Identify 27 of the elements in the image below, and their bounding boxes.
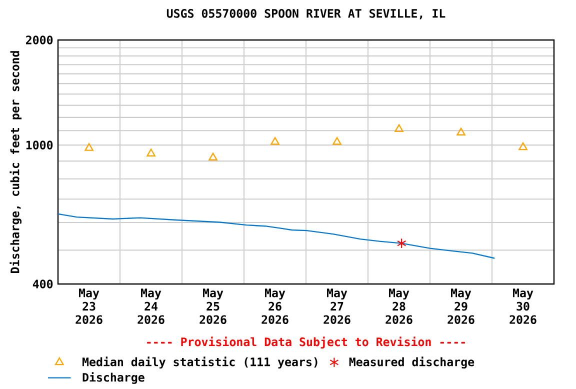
x-tick-label: May 29 2026	[448, 288, 474, 324]
x-tick-label: May 28 2026	[386, 288, 412, 324]
y-tick-label: 1000	[26, 140, 53, 150]
point	[394, 124, 404, 132]
x-tick-label: May 27 2026	[324, 288, 350, 324]
point	[456, 128, 466, 136]
y-tick-label: 400	[32, 280, 53, 288]
point	[518, 142, 528, 150]
legend-label: Median daily statistic (111 years)	[82, 356, 318, 369]
x-tick-label: May 24 2026	[138, 288, 164, 324]
legend-label: Measured discharge	[349, 356, 474, 369]
y-axis-title: Discharge, cubic feet per second	[10, 51, 22, 274]
point	[332, 137, 342, 145]
x-tick-label: May 26 2026	[262, 288, 288, 324]
point	[84, 143, 94, 151]
line-series	[57, 213, 496, 259]
x-tick-label: May 23 2026	[76, 288, 102, 324]
point	[208, 152, 218, 161]
point	[397, 238, 406, 249]
point	[270, 137, 280, 145]
x-tick-label: May 30 2026	[510, 288, 536, 324]
chart-title: USGS 05570000 SPOON RIVER AT SEVILLE, IL	[166, 9, 446, 20]
text: ---- Provisional Data Subject to Revision ----	[147, 336, 465, 349]
legend-label: Discharge	[82, 372, 144, 384]
point	[146, 148, 156, 157]
y-tick-label: 2000	[26, 36, 53, 44]
x-tick-label: May 25 2026	[200, 288, 226, 324]
